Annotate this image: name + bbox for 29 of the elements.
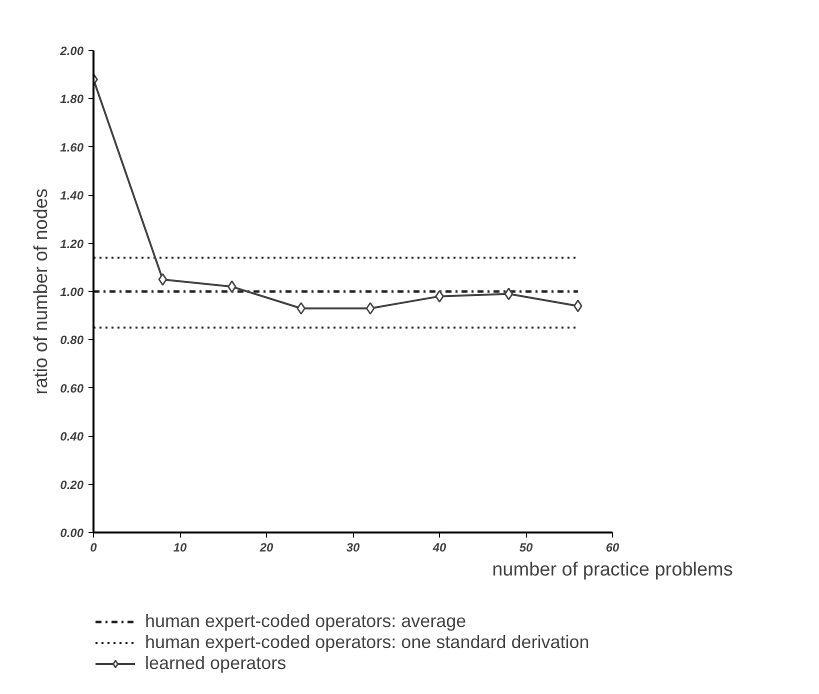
y-tick-label: 0.80 <box>60 333 84 348</box>
x-tick-label: 0 <box>90 540 98 554</box>
legend-label: learned operators <box>145 653 288 674</box>
point <box>366 302 375 315</box>
x-tick-label: 50 <box>519 540 533 554</box>
y-tick-label: 1.00 <box>60 285 84 299</box>
x-tick-label: 30 <box>346 540 360 554</box>
legend-label: human expert-coded operators: one standard derivation <box>145 632 590 653</box>
legend-label: human expert-coded operators: average <box>145 611 468 632</box>
point <box>573 300 582 312</box>
y-axis-title: ratio of number of nodes <box>31 188 52 394</box>
point <box>227 280 236 293</box>
point <box>158 273 168 286</box>
x-tick-label: 20 <box>258 540 274 554</box>
y-tick-label: 0.60 <box>60 381 84 396</box>
point <box>296 302 306 315</box>
y-tick-label: 0.40 <box>60 430 84 444</box>
y-tick-label: 1.60 <box>60 140 84 154</box>
point <box>504 288 514 300</box>
y-tick-label: 2.00 <box>59 44 84 58</box>
x-tick-label: 10 <box>173 540 187 554</box>
y-tick-label: 0.20 <box>60 478 84 492</box>
x-tick-label: 40 <box>432 540 446 554</box>
y-tick-label: 1.20 <box>60 236 84 251</box>
x-tick-label: 60 <box>606 540 620 554</box>
y-tick-label: 1.80 <box>60 92 84 106</box>
x-axis-title: number of practice problems <box>492 560 733 580</box>
y-tick-label: 0.00 <box>60 526 84 540</box>
y-tick-label: 1.40 <box>60 188 84 203</box>
